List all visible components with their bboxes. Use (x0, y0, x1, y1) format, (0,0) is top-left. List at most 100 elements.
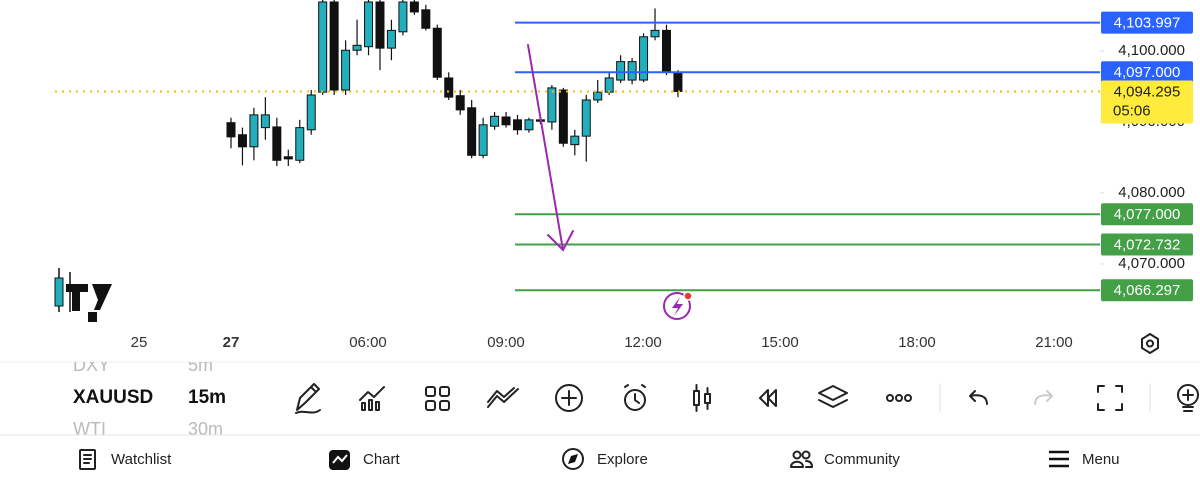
indicators-tool[interactable] (359, 386, 385, 411)
candle-body (639, 36, 649, 81)
nav-menu[interactable]: Menu (1049, 450, 1120, 468)
ideas-button[interactable] (1177, 384, 1199, 412)
time-label: 15:00 (761, 334, 799, 351)
symbol-interval[interactable]: 5m (188, 355, 213, 375)
level-tag (1101, 203, 1193, 226)
nav-label[interactable]: Chart (363, 451, 401, 468)
candle-body (661, 29, 671, 73)
symbol-name[interactable]: WTI (73, 419, 106, 439)
candle-body (432, 27, 442, 78)
layers-tool[interactable] (818, 385, 848, 408)
layouts-tool[interactable] (425, 386, 450, 411)
candle-body (444, 77, 454, 98)
replay-tool[interactable] (759, 389, 777, 407)
candle-body (650, 29, 660, 38)
candle-body (341, 49, 351, 91)
candle-body (570, 135, 580, 146)
price-tick-label: 4,080.000 (1118, 184, 1185, 201)
price-levels: 4,103.997 4,097.000 4,077.000 4,072.732 4,06… (55, 11, 1193, 302)
candle-body (237, 134, 247, 148)
candle-body (455, 95, 465, 111)
level-tag (1101, 233, 1193, 256)
time-label: 21:00 (1035, 334, 1073, 351)
time-label: 25 (131, 334, 148, 351)
time-axis: 25 27 06:00 09:00 12:00 15:00 18:00 21:00 (131, 334, 1073, 351)
level-label: 4,066.297 (1114, 282, 1181, 299)
candle-body (226, 122, 236, 138)
logo (54, 268, 112, 322)
fullscreen-button[interactable] (1097, 385, 1123, 411)
flash-badge[interactable] (663, 291, 693, 320)
settings-button[interactable] (1141, 333, 1159, 354)
candle-body (627, 61, 637, 81)
candle-body (295, 127, 305, 161)
candle-body (375, 1, 385, 49)
time-label: 18:00 (898, 334, 936, 351)
candle-body (386, 29, 396, 49)
draw-tool[interactable] (295, 383, 321, 414)
time-label: 27 (223, 334, 240, 351)
chart-type-tool[interactable] (693, 384, 711, 412)
symbol-name[interactable]: XAUUSD (73, 387, 153, 408)
current-price-label: 4,094.295 (1114, 83, 1181, 100)
price-tick-label: 4,100.000 (1118, 42, 1185, 59)
toolbar (295, 383, 1199, 414)
more-tool[interactable] (886, 394, 912, 402)
candle-body (364, 1, 374, 48)
nav-explore[interactable]: Explore (562, 448, 648, 470)
candle-body (581, 99, 591, 137)
candle-body (558, 89, 568, 144)
candle-body (249, 114, 259, 148)
candle-body (501, 116, 511, 126)
level-label: 4,097.000 (1114, 64, 1181, 81)
redo-button[interactable] (1034, 390, 1053, 405)
current-price-tag (1101, 80, 1193, 124)
nav-community[interactable]: Community (790, 450, 900, 468)
candle-body (547, 87, 557, 123)
nav-chart[interactable]: Chart (329, 450, 401, 470)
alert-tool[interactable] (624, 384, 646, 411)
level-tag (1101, 279, 1193, 302)
candle-body (467, 107, 477, 156)
time-label: 12:00 (624, 334, 662, 351)
nav-label[interactable]: Watchlist (111, 451, 172, 468)
plot-area (226, 0, 683, 166)
nav-label[interactable]: Community (824, 451, 900, 468)
bottom-nav: Watchlist Chart Explore Community Menu (79, 448, 1120, 470)
symbol-picker[interactable]: DXY 5m XAUUSD 15m WTI 30m (73, 355, 226, 439)
time-label: 06:00 (349, 334, 387, 351)
add-tool[interactable] (555, 384, 583, 412)
nav-label[interactable]: Menu (1082, 451, 1120, 468)
candle-body (673, 71, 683, 92)
nav-label[interactable]: Explore (597, 451, 648, 468)
symbol-name[interactable]: DXY (73, 355, 110, 375)
level-tag (1101, 11, 1193, 34)
symbol-interval[interactable]: 15m (188, 387, 226, 408)
candle-body (283, 156, 293, 160)
level-label: 4,103.997 (1114, 15, 1181, 32)
candle-body (352, 44, 362, 51)
candle-body (306, 94, 316, 131)
time-label: 09:00 (487, 334, 525, 351)
compare-tool[interactable] (487, 387, 519, 408)
level-label: 4,077.000 (1114, 206, 1181, 223)
countdown-label: 05:06 (1113, 102, 1151, 119)
candle-body (616, 61, 626, 81)
price-tick-label: 4,070.000 (1118, 255, 1185, 272)
candle-body (409, 1, 419, 13)
candle-body (513, 119, 522, 131)
candle-body (272, 126, 282, 161)
candle-body (524, 119, 534, 131)
candle-body (478, 124, 488, 156)
candle-body (260, 114, 270, 129)
undo-button[interactable] (969, 390, 988, 405)
symbol-interval[interactable]: 30m (188, 419, 223, 439)
drawn-arrow (527, 44, 574, 252)
candle-body (398, 1, 408, 33)
level-label: 4,072.732 (1114, 237, 1181, 254)
candle-body (318, 1, 328, 93)
candle-body (490, 115, 500, 127)
nav-watchlist[interactable]: Watchlist (79, 449, 172, 470)
